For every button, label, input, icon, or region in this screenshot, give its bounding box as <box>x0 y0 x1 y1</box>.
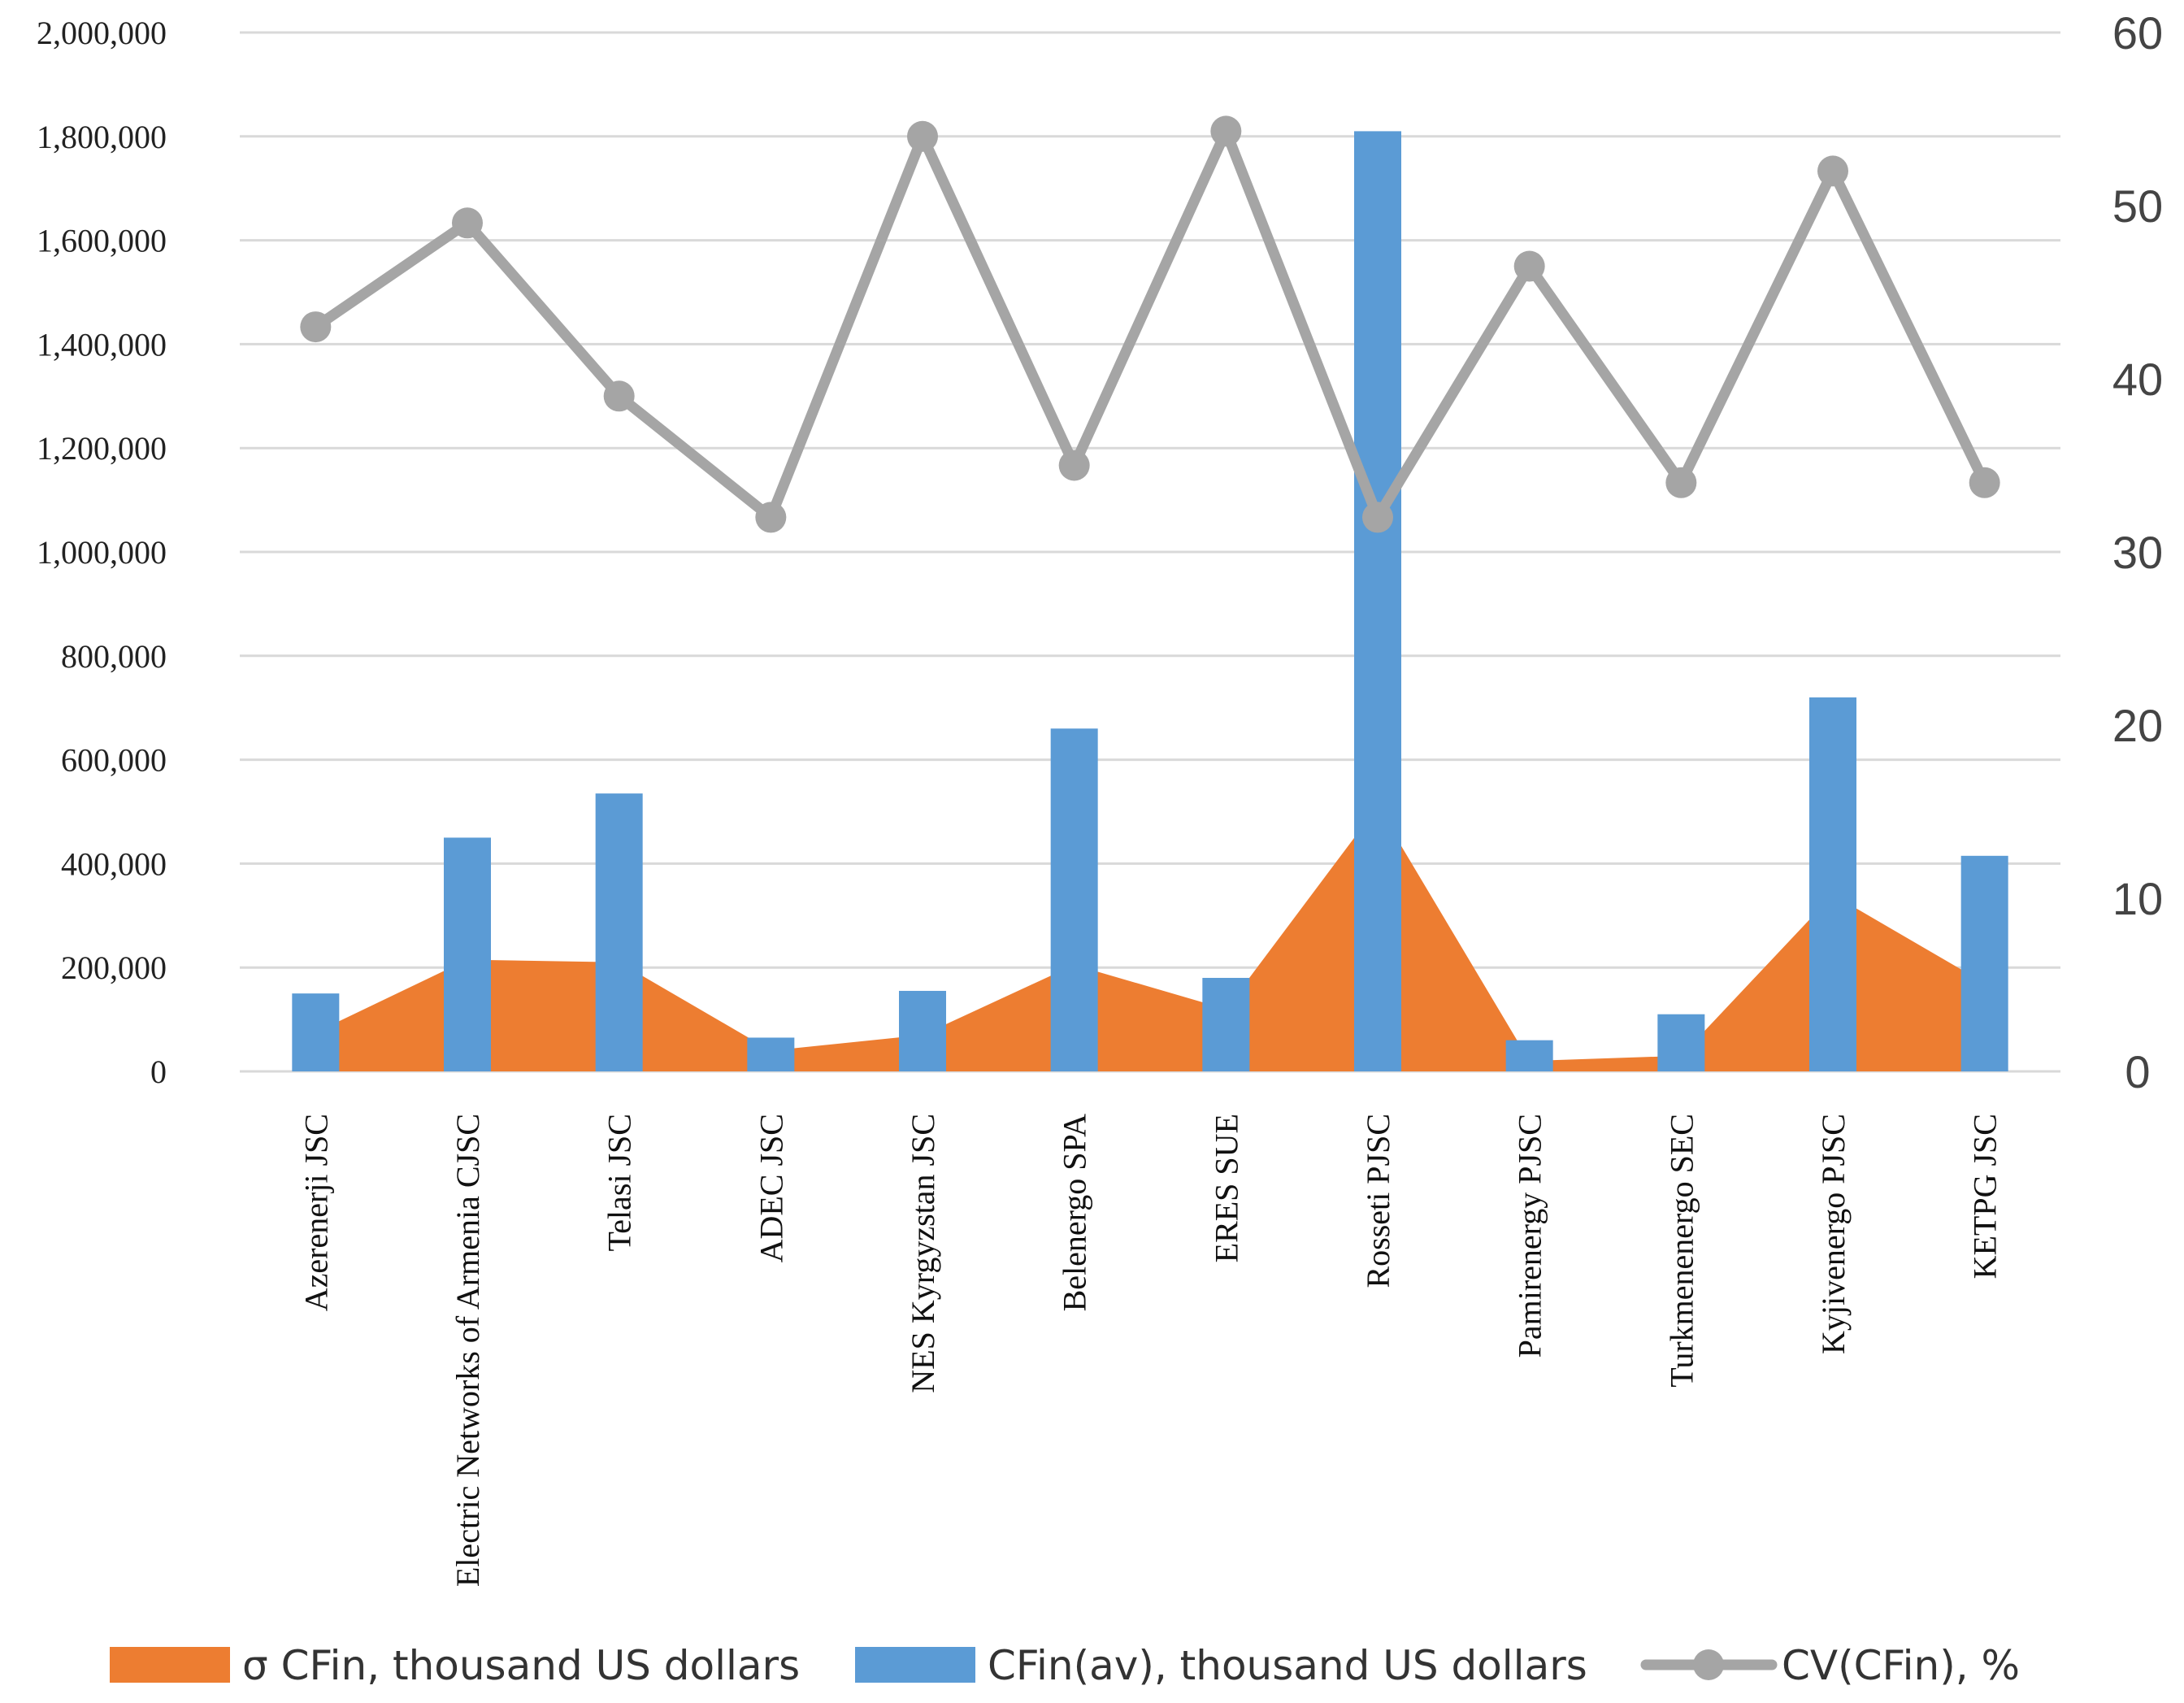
right-tick-label: 0 <box>2125 1046 2150 1097</box>
legend-label-cv: CV(CFin), % <box>1782 1642 2020 1689</box>
cv-point-8 <box>1362 502 1393 533</box>
left-axis-ticks: 0 200,000 400,000 600,000 800,000 1,000,000 1,… <box>37 15 167 1090</box>
area-fill-sigma <box>315 806 1985 1071</box>
right-tick-label: 60 <box>2112 7 2163 59</box>
legend-label-sigma: σ CFin, thousand US dollars <box>242 1642 800 1689</box>
bar-series-cfin-av <box>292 131 2008 1071</box>
cv-line <box>310 125 1991 523</box>
bar-12 <box>1960 855 2008 1071</box>
bar-3 <box>595 793 643 1071</box>
left-tick-label: 800,000 <box>61 638 167 675</box>
right-tick-label: 10 <box>2112 873 2163 924</box>
right-tick-label: 40 <box>2112 354 2163 405</box>
cv-point-5 <box>907 120 938 152</box>
cv-point-1 <box>300 311 332 343</box>
left-tick-label: 400,000 <box>61 845 167 882</box>
cv-point-7 <box>1210 115 1242 147</box>
cv-point-10 <box>1665 467 1697 498</box>
bar-8 <box>1354 131 1401 1071</box>
right-tick-label: 50 <box>2112 180 2163 232</box>
cv-point-4 <box>755 502 787 533</box>
category-label: Pamirenergy PJSC <box>1512 1114 1548 1358</box>
legend-swatch-sigma <box>110 1647 230 1683</box>
category-label: Azerenerji JSC <box>297 1114 334 1311</box>
category-label: ADEC JSC <box>753 1114 789 1262</box>
bar-6 <box>1050 728 1098 1071</box>
left-tick-label: 0 <box>150 1054 167 1090</box>
cv-point-3 <box>603 380 635 412</box>
left-tick-label: 200,000 <box>61 949 167 986</box>
legend-swatch-cv-marker <box>1693 1649 1724 1680</box>
area-series-sigma <box>315 806 1985 1071</box>
bar-11 <box>1809 697 1856 1071</box>
gridlines <box>240 31 2060 1073</box>
category-label: KETPG JSC <box>1967 1114 2004 1279</box>
category-label: Kyjivenergo PJSC <box>1815 1114 1852 1354</box>
left-tick-label: 1,400,000 <box>37 326 167 363</box>
cv-point-6 <box>1058 450 1090 481</box>
bar-4 <box>747 1037 795 1071</box>
left-tick-label: 1,200,000 <box>37 430 167 467</box>
category-label: Belenergo SPA <box>1057 1114 1093 1311</box>
cv-point-11 <box>1817 155 1848 187</box>
left-tick-label: 600,000 <box>61 742 167 779</box>
bar-1 <box>292 993 340 1071</box>
left-tick-label: 1,600,000 <box>37 223 167 259</box>
left-tick-label: 2,000,000 <box>37 15 167 51</box>
right-axis-ticks: 0 10 20 30 40 50 60 <box>2112 7 2163 1097</box>
bar-7 <box>1202 977 1250 1071</box>
left-tick-label: 1,800,000 <box>37 119 167 155</box>
bar-10 <box>1657 1014 1705 1071</box>
category-label: Turkmenenergo SEC <box>1663 1114 1700 1388</box>
category-label: NES Kyrgyzstan JSC <box>905 1114 941 1393</box>
legend-swatch-cfin-av <box>855 1647 975 1683</box>
bar-9 <box>1505 1040 1553 1071</box>
legend: σ CFin, thousand US dollars CFin(av), tho… <box>110 1642 2020 1689</box>
category-labels: Azerenerji JSC Electric Networks of Armen… <box>297 1114 2003 1587</box>
right-tick-label: 20 <box>2112 700 2163 751</box>
category-label: ERES SUE <box>1208 1114 1244 1262</box>
line-series-cv <box>300 115 2000 533</box>
bar-5 <box>899 990 946 1071</box>
category-label: Telasi JSC <box>601 1114 638 1251</box>
category-label: Electric Networks of Armenia CJSC <box>449 1114 486 1587</box>
cv-point-9 <box>1513 250 1545 282</box>
category-label: Rosseti PJSC <box>1360 1114 1396 1288</box>
bar-2 <box>444 837 491 1071</box>
legend-label-cfin-av: CFin(av), thousand US dollars <box>988 1642 1587 1689</box>
right-tick-label: 30 <box>2112 527 2163 578</box>
cv-point-2 <box>452 207 483 239</box>
cv-point-12 <box>1969 467 2000 498</box>
left-tick-label: 1,000,000 <box>37 534 167 571</box>
